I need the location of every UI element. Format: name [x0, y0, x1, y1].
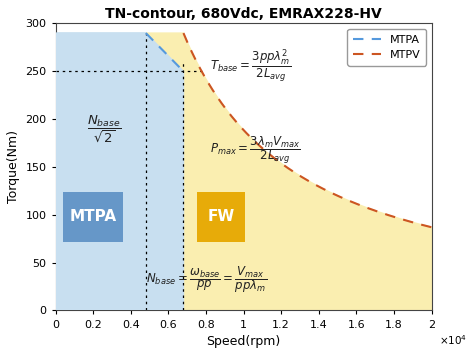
Text: $N_{base}=\dfrac{\omega_{base}}{pp}=\dfrac{V_{max}}{pp\lambda_m}$: $N_{base}=\dfrac{\omega_{base}}{pp}=\dfr…: [146, 264, 267, 295]
FancyBboxPatch shape: [197, 192, 246, 242]
Legend: MTPA, MTPV: MTPA, MTPV: [347, 29, 426, 66]
Polygon shape: [55, 33, 183, 311]
Title: TN-contour, 680Vdc, EMRAX228-HV: TN-contour, 680Vdc, EMRAX228-HV: [105, 7, 382, 21]
FancyBboxPatch shape: [63, 192, 123, 242]
X-axis label: Speed(rpm): Speed(rpm): [207, 335, 281, 348]
Y-axis label: Torque(Nm): Torque(Nm): [7, 131, 20, 203]
Polygon shape: [146, 33, 431, 311]
Text: MTPA: MTPA: [70, 209, 117, 224]
Text: $\dfrac{N_{base}}{\sqrt{2}}$: $\dfrac{N_{base}}{\sqrt{2}}$: [87, 114, 122, 144]
Polygon shape: [55, 33, 183, 311]
Text: $\times10^4$: $\times10^4$: [439, 333, 467, 347]
Text: FW: FW: [208, 209, 235, 224]
Text: $P_{max}=\dfrac{3\lambda_m V_{max}}{2L_{avg}}$: $P_{max}=\dfrac{3\lambda_m V_{max}}{2L_{…: [210, 134, 301, 166]
Text: $T_{base}=\dfrac{3pp\lambda_m^2}{2L_{avg}}$: $T_{base}=\dfrac{3pp\lambda_m^2}{2L_{avg…: [210, 47, 291, 84]
